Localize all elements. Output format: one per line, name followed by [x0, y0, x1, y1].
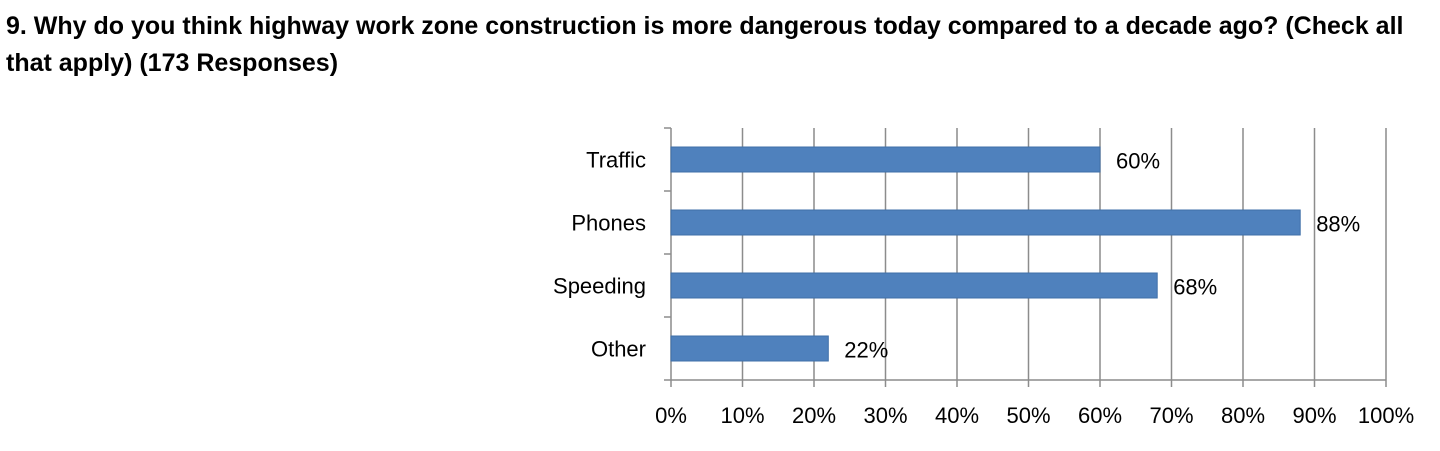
category-label: Other [591, 337, 646, 362]
data-label: 22% [844, 338, 888, 363]
x-tick-label: 50% [1006, 403, 1050, 428]
bar-traffic [670, 146, 1101, 173]
data-label: 68% [1173, 275, 1217, 300]
x-tick-label: 70% [1149, 403, 1193, 428]
x-tick-label: 10% [720, 403, 764, 428]
bars [670, 146, 1301, 362]
x-tick-label: 90% [1292, 403, 1336, 428]
x-tick-label: 60% [1078, 403, 1122, 428]
category-label: Traffic [586, 148, 646, 173]
data-label: 88% [1316, 212, 1360, 237]
bar-other [670, 335, 829, 362]
x-tick-label: 40% [935, 403, 979, 428]
x-tick-label: 20% [792, 403, 836, 428]
labels: 0% 10% 20% 30% 40% 50% 60% 70% 80% 90% 100% Traffic… [553, 148, 1414, 429]
question-title: 9. Why do you think highway work zone co… [6, 12, 1404, 77]
bar-speeding [670, 272, 1158, 299]
x-tick-label: 0% [655, 403, 687, 428]
data-label: 60% [1116, 149, 1160, 174]
x-tick-label: 100% [1358, 403, 1414, 428]
bar-phones [670, 209, 1301, 236]
x-tick-label: 80% [1221, 403, 1265, 428]
category-label: Speeding [553, 274, 646, 299]
category-label: Phones [571, 211, 646, 236]
x-tick-label: 30% [863, 403, 907, 428]
